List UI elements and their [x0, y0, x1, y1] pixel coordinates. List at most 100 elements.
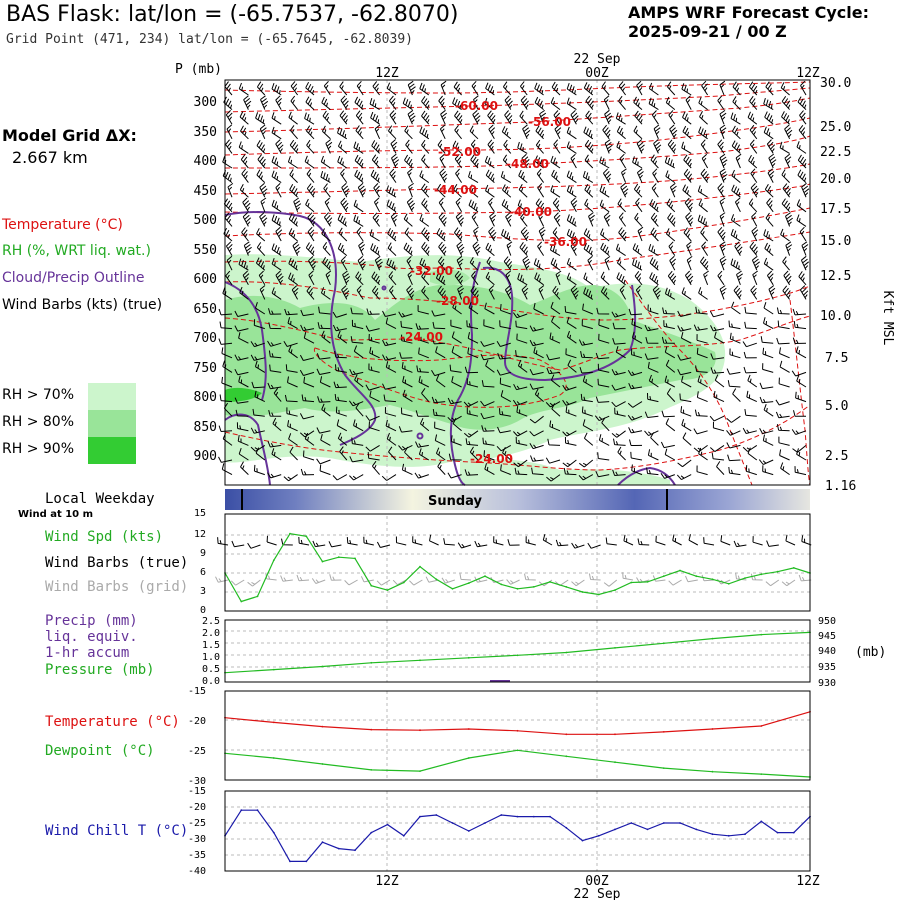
surface-wind-barb [703, 537, 715, 546]
wind-barb [271, 126, 282, 140]
wind-grid [225, 516, 810, 611]
wind-barb [604, 109, 613, 125]
chill-tick: -25 [188, 818, 206, 829]
wind-barb [570, 153, 577, 169]
wind-speed-point [500, 583, 503, 586]
wind-barb [439, 168, 448, 183]
wind-barb [485, 184, 495, 198]
wind-barb [747, 447, 758, 461]
wind-chill-point [760, 820, 763, 823]
wind-barb [421, 154, 430, 169]
wind-barb [355, 125, 364, 140]
wind-barb [234, 310, 249, 317]
wind-barb [698, 126, 708, 140]
wind-barb [237, 435, 249, 446]
wind-barb [241, 168, 249, 183]
wind-barb [727, 454, 741, 462]
wind-barb [683, 154, 692, 169]
wind-barb [700, 168, 709, 183]
surface-wind-barb [328, 541, 342, 548]
dewpoint-line [224, 749, 811, 778]
wind-barb [566, 82, 577, 96]
pressure-tick: 300 [194, 95, 217, 110]
wind-barb [502, 154, 512, 169]
contour-line [624, 279, 753, 486]
wind-barb [253, 319, 265, 330]
wind-barb [782, 183, 791, 198]
wind-barb [403, 213, 413, 227]
wind-barb [301, 394, 315, 403]
wind-barb [365, 384, 380, 391]
wind-barb [516, 333, 528, 344]
wind-barb [385, 317, 397, 330]
wind-barb [529, 339, 544, 347]
wind-barb [520, 226, 530, 242]
wind-barb [225, 270, 233, 286]
wind-barb [240, 461, 249, 475]
wind-barb [651, 110, 659, 125]
wind-barb [727, 380, 741, 388]
contour-label: -48.00 [506, 157, 549, 171]
wind-barb [515, 350, 528, 359]
wind-barb [469, 446, 479, 461]
wind-speed-point [662, 575, 665, 578]
wind-barb [681, 375, 692, 388]
surface-wind-barb [637, 538, 650, 546]
wind-barb [337, 126, 348, 140]
wind-chill-point [549, 815, 551, 818]
wind-barb [697, 185, 708, 198]
wind-barb [366, 308, 380, 315]
wind-chill-point [581, 839, 584, 842]
wind-barb [487, 110, 496, 125]
wind-barb [562, 399, 577, 406]
wind-barb [504, 95, 513, 110]
wind-barb [633, 125, 643, 140]
wind-barb [271, 258, 282, 271]
wind-barb [289, 125, 298, 140]
pressure-unit: (mb) [855, 645, 886, 660]
pressure-right-tick: 940 [818, 646, 836, 657]
pressure-tick: 400 [194, 154, 217, 169]
wind-barb [782, 256, 790, 271]
wind-barb [665, 418, 676, 432]
wind-barb [235, 409, 249, 417]
wind-barb [305, 242, 315, 256]
surface-wind-barb [429, 534, 439, 546]
surface-wind-barb [672, 534, 682, 546]
wind-barb [518, 169, 528, 183]
wind-barb [600, 228, 610, 242]
wind-barb [381, 474, 397, 481]
contour-line [224, 207, 811, 241]
wind-barb [386, 199, 397, 213]
surface-wind-barb [555, 539, 569, 547]
wind-barb [496, 444, 512, 452]
wind-barb [487, 139, 495, 154]
wind-barb [520, 95, 529, 110]
wind-barb [269, 364, 282, 373]
wind-barb [677, 459, 692, 468]
wind-barb [300, 309, 315, 317]
temperature-point [272, 721, 275, 724]
wind-barb [438, 241, 447, 256]
wind-barb [648, 97, 659, 111]
wind-barb [798, 271, 807, 286]
wind-barb [289, 446, 298, 461]
wind-barb [401, 407, 413, 417]
weekday-gradient [225, 489, 810, 510]
pressure-point [614, 647, 616, 649]
dewpoint-point [516, 749, 519, 752]
wind-barb [551, 403, 561, 417]
wind-speed-point [744, 577, 746, 579]
wind-barb [743, 366, 757, 374]
wind-barb [431, 369, 446, 377]
wind-barb [602, 124, 611, 140]
wind-barb [419, 82, 430, 96]
height-tick: 15.0 [820, 234, 851, 249]
cloud-outline [482, 266, 637, 382]
wind-barb [699, 256, 709, 271]
wind-barb [533, 346, 544, 359]
grid-wind-barb [685, 575, 698, 583]
wind-barb [796, 199, 807, 213]
wind-barb [666, 388, 676, 402]
wind-barb [421, 96, 430, 110]
